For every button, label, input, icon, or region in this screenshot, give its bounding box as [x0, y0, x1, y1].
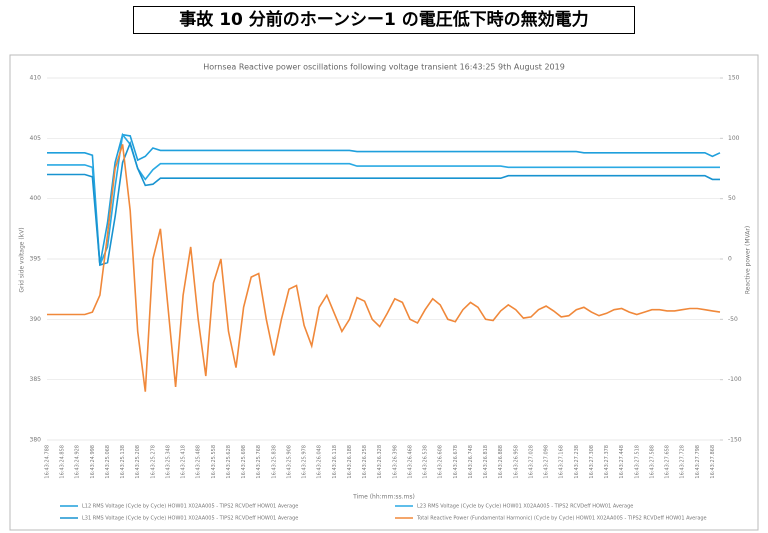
- y-tick-label: 405: [30, 135, 42, 142]
- chart-title: Hornsea Reactive power oscillations foll…: [203, 63, 565, 72]
- x-tick-label: 16:43:26.818: [483, 445, 489, 479]
- x-tick-label: 16:43:25.978: [302, 445, 308, 479]
- x-tick-label: 16:43:25.558: [211, 445, 217, 479]
- y-tick-label: 380: [30, 437, 42, 444]
- y2-tick-label: -50: [728, 316, 738, 323]
- x-tick-label: 16:43:25.418: [181, 445, 187, 479]
- x-tick-label: 16:43:24.858: [60, 445, 66, 479]
- series-line: [47, 133, 721, 266]
- x-tick-label: 16:43:25.768: [256, 445, 262, 479]
- y2-tick-label: 100: [728, 135, 740, 142]
- legend-label: Total Reactive Power (Fundamental Harmon…: [416, 516, 707, 522]
- x-tick-label: 16:43:25.278: [150, 445, 156, 479]
- x-tick-label: 16:43:25.348: [165, 445, 171, 479]
- x-tick-label: 16:43:25.628: [226, 445, 232, 479]
- legend-label: L23 RMS Voltage (Cycle by Cycle) HOW01 X…: [417, 504, 633, 510]
- x-tick-label: 16:43:27.098: [544, 445, 550, 479]
- y2-tick-label: 150: [728, 75, 740, 82]
- x-tick-label: 16:43:27.868: [710, 445, 716, 479]
- x-tick-label: 16:43:27.308: [589, 445, 595, 479]
- x-tick-label: 16:43:26.328: [377, 445, 383, 479]
- x-tick-label: 16:43:27.378: [604, 445, 610, 479]
- x-tick-label: 16:43:27.448: [619, 445, 625, 479]
- x-tick-label: 16:43:25.488: [196, 445, 202, 479]
- page-title: 事故 10 分前のホーンシー1 の電圧低下時の無効電力: [133, 6, 635, 34]
- x-tick-label: 16:43:24.928: [75, 445, 81, 479]
- series-line: [47, 144, 721, 392]
- x-tick-label: 16:43:27.518: [634, 445, 640, 479]
- x-tick-label: 16:43:26.048: [317, 445, 323, 479]
- y-tick-label: 400: [30, 195, 42, 202]
- x-tick-label: 16:43:25.138: [120, 445, 126, 479]
- series-line: [47, 132, 720, 266]
- x-tick-label: 16:43:25.838: [271, 445, 277, 479]
- x-tick-label: 16:43:24.998: [90, 445, 96, 479]
- x-tick-label: 16:43:27.028: [528, 445, 534, 479]
- y-tick-label: 410: [30, 75, 42, 82]
- x-tick-label: 16:43:25.698: [241, 445, 247, 479]
- y2-tick-label: 50: [728, 195, 736, 202]
- legend-label: L31 RMS Voltage (Cycle by Cycle) HOW01 X…: [82, 516, 298, 522]
- y2-tick-label: 0: [728, 256, 732, 263]
- y2-axis-title: Reactive power (MVAr): [745, 226, 752, 294]
- x-tick-label: 16:43:26.468: [407, 445, 413, 479]
- x-tick-label: 16:43:25.068: [105, 445, 111, 479]
- x-tick-label: 16:43:26.888: [498, 445, 504, 479]
- y2-tick-label: -100: [728, 376, 742, 383]
- x-tick-label: 16:43:26.398: [392, 445, 398, 479]
- x-tick-label: 16:43:27.798: [695, 445, 701, 479]
- x-axis-title: Time (hh:mm:ss.ms): [352, 494, 415, 501]
- series-line: [47, 140, 720, 267]
- x-tick-label: 16:43:26.678: [453, 445, 459, 479]
- x-tick-label: 16:43:24.788: [45, 445, 51, 479]
- x-tick-label: 16:43:27.658: [665, 445, 671, 479]
- x-tick-label: 16:43:27.728: [680, 445, 686, 479]
- x-tick-label: 16:43:26.958: [513, 445, 519, 479]
- x-tick-label: 16:43:26.748: [468, 445, 474, 479]
- x-tick-label: 16:43:26.608: [438, 445, 444, 479]
- y-axis-title: Grid side voltage (kV): [19, 227, 26, 292]
- y-tick-label: 395: [30, 256, 42, 263]
- x-tick-label: 16:43:27.588: [649, 445, 655, 479]
- x-tick-label: 16:43:27.168: [559, 445, 565, 479]
- x-tick-label: 16:43:26.258: [362, 445, 368, 479]
- legend-label: L12 RMS Voltage (Cycle by Cycle) HOW01 X…: [82, 504, 298, 510]
- x-tick-label: 16:43:25.908: [286, 445, 292, 479]
- y2-tick-label: -150: [728, 437, 742, 444]
- x-tick-label: 16:43:27.238: [574, 445, 580, 479]
- x-tick-label: 16:43:26.118: [332, 445, 338, 479]
- y-tick-label: 385: [30, 376, 42, 383]
- y-tick-label: 390: [30, 316, 42, 323]
- x-tick-label: 16:43:26.188: [347, 445, 353, 479]
- x-tick-label: 16:43:26.538: [423, 445, 429, 479]
- x-tick-label: 16:43:25.208: [135, 445, 141, 479]
